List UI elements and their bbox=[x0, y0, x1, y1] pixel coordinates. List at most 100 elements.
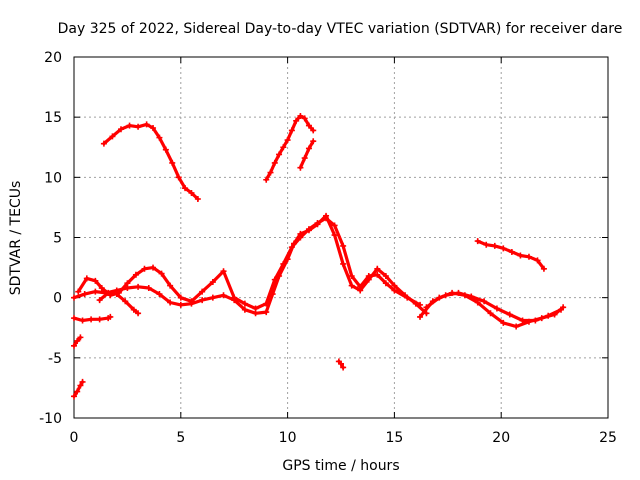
data-point bbox=[241, 300, 248, 307]
data-point bbox=[474, 299, 481, 306]
y-tick-label: -5 bbox=[48, 351, 62, 367]
data-point bbox=[508, 248, 515, 255]
data-point bbox=[357, 283, 364, 290]
data-point bbox=[340, 260, 347, 267]
x-axis-label: GPS time / hours bbox=[282, 458, 399, 474]
data-point bbox=[417, 313, 424, 320]
data-point bbox=[209, 279, 216, 286]
data-point bbox=[417, 301, 424, 308]
data-point bbox=[267, 169, 274, 176]
data-point bbox=[491, 242, 498, 249]
data-point bbox=[305, 226, 312, 233]
x-tick-label: 15 bbox=[385, 430, 403, 446]
data-point bbox=[404, 294, 411, 301]
data-point bbox=[301, 115, 308, 122]
data-point bbox=[271, 159, 278, 166]
data-point bbox=[71, 315, 77, 322]
data-point bbox=[220, 268, 227, 275]
data-point bbox=[506, 311, 513, 318]
y-tick-label: 20 bbox=[44, 50, 62, 66]
data-point bbox=[109, 133, 116, 140]
data-point bbox=[252, 305, 259, 312]
data-point bbox=[449, 289, 456, 296]
x-tick-label: 0 bbox=[70, 430, 79, 446]
data-point bbox=[113, 291, 120, 298]
data-point bbox=[177, 301, 184, 308]
data-point bbox=[297, 234, 304, 241]
data-point bbox=[500, 245, 507, 252]
data-point bbox=[305, 122, 312, 129]
data-point bbox=[493, 305, 500, 312]
data-point bbox=[374, 265, 381, 272]
x-tick-label: 5 bbox=[176, 430, 185, 446]
y-tick-label: 0 bbox=[53, 291, 62, 307]
data-point bbox=[525, 318, 532, 325]
data-point bbox=[88, 316, 95, 323]
data-point bbox=[79, 378, 86, 385]
data-point bbox=[323, 215, 330, 222]
data-point bbox=[135, 123, 142, 130]
data-point bbox=[538, 315, 545, 322]
axis-ticks: 0 5 10 15 20 25 -10 -5 0 5 10 15 20 bbox=[39, 50, 617, 446]
data-point bbox=[310, 138, 317, 145]
data-point bbox=[297, 112, 304, 119]
x-tick-label: 20 bbox=[492, 430, 510, 446]
data-point bbox=[331, 232, 338, 239]
data-point bbox=[100, 140, 107, 147]
data-point bbox=[534, 257, 541, 264]
data-point bbox=[241, 306, 248, 313]
data-point bbox=[382, 280, 389, 287]
data-point bbox=[150, 124, 157, 131]
data-point bbox=[145, 285, 152, 292]
data-point bbox=[297, 164, 304, 171]
data-point bbox=[461, 292, 468, 299]
data-point bbox=[391, 287, 398, 294]
y-tick-label: 10 bbox=[44, 170, 62, 186]
data-point bbox=[182, 185, 189, 192]
data-point bbox=[374, 271, 381, 278]
data-point bbox=[141, 265, 148, 272]
data-point bbox=[175, 174, 182, 181]
data-point bbox=[263, 300, 270, 307]
data-point bbox=[293, 117, 300, 124]
data-point bbox=[169, 159, 176, 166]
x-tick-label: 10 bbox=[279, 430, 297, 446]
data-point bbox=[122, 298, 129, 305]
data-point bbox=[188, 189, 195, 196]
data-point bbox=[81, 291, 88, 298]
data-point bbox=[481, 298, 488, 305]
data-point bbox=[338, 360, 344, 367]
data-point bbox=[209, 294, 216, 301]
data-point bbox=[74, 388, 81, 395]
data-point bbox=[305, 145, 312, 152]
data-point bbox=[132, 271, 139, 278]
data-point bbox=[194, 195, 201, 202]
data-point bbox=[483, 241, 490, 248]
data-point bbox=[517, 252, 524, 259]
data-point bbox=[540, 265, 547, 272]
data-point bbox=[71, 393, 77, 400]
data-point bbox=[310, 127, 317, 134]
series-arc-low-3 bbox=[71, 378, 86, 400]
data-point bbox=[71, 342, 77, 349]
series-arc-high-1 bbox=[100, 121, 201, 202]
series-arc-high-2 bbox=[263, 112, 317, 183]
data-point bbox=[199, 288, 206, 295]
data-point bbox=[436, 294, 443, 301]
data-point bbox=[340, 242, 347, 249]
data-point bbox=[96, 316, 103, 323]
series-arc-main-2 bbox=[75, 215, 424, 312]
data-point bbox=[288, 127, 295, 134]
series-arc-low-4 bbox=[335, 358, 347, 371]
data-point bbox=[83, 275, 90, 282]
data-point bbox=[288, 244, 295, 251]
data-point bbox=[365, 273, 372, 280]
series-layer bbox=[71, 112, 567, 400]
data-point bbox=[143, 121, 150, 128]
data-point bbox=[231, 294, 238, 301]
data-point bbox=[560, 304, 567, 311]
data-point bbox=[71, 294, 77, 301]
series-trace bbox=[298, 139, 315, 170]
data-point bbox=[487, 310, 494, 317]
